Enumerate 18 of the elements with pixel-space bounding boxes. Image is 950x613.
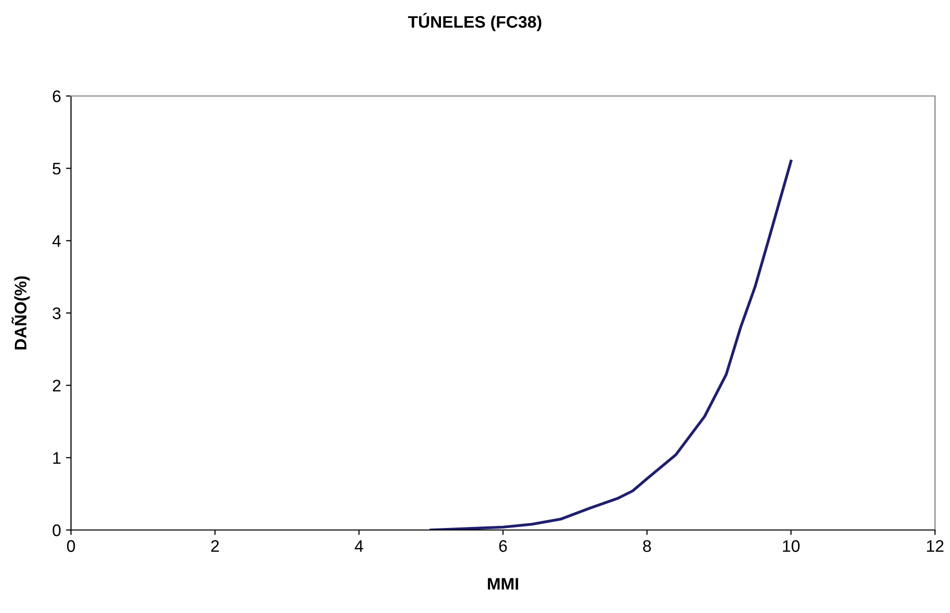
y-tick-label: 4 (52, 235, 61, 247)
line-series (430, 160, 792, 530)
x-axis-title: MMI (488, 578, 518, 590)
x-tick-label: 6 (499, 540, 507, 552)
y-tick-label: 5 (52, 162, 61, 175)
y-axis-title: DAÑO(%) (11, 276, 30, 350)
x-tick-label: 8 (643, 540, 651, 552)
y-tick-label: 1 (53, 452, 60, 464)
y-tick-label: 2 (52, 380, 60, 392)
x-tick-label: 2 (211, 540, 219, 552)
y-tick-label: 0 (52, 524, 61, 536)
x-tick-label: 0 (67, 540, 75, 552)
x-tick-label: 12 (927, 540, 944, 552)
y-tick-label: 6 (52, 90, 61, 102)
y-tick-label: 3 (52, 307, 61, 320)
x-tick-label: 4 (354, 540, 364, 552)
chart-title: TÚNELES (FC38) (408, 12, 542, 32)
x-tick-label: 10 (783, 540, 800, 552)
